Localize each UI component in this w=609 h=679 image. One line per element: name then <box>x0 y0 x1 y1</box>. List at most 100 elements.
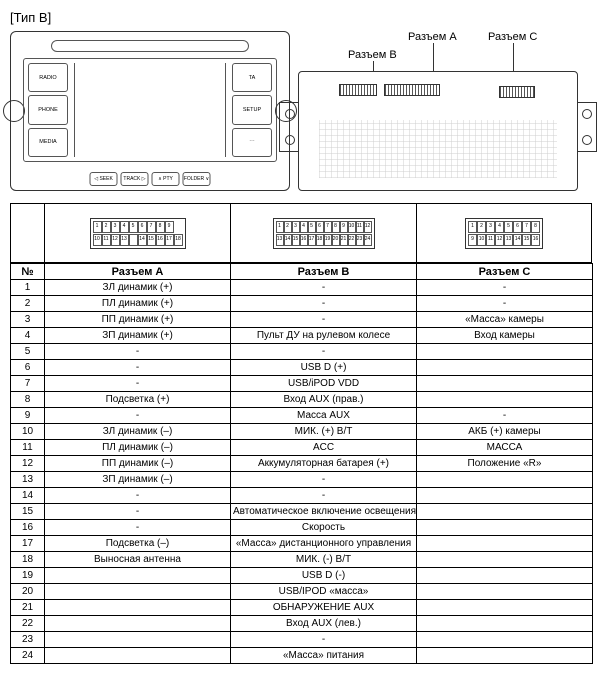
pin: 1 <box>468 221 477 233</box>
pin-signal <box>417 600 593 616</box>
table-row: 22Вход AUX (лев.) <box>11 616 593 632</box>
pin-signal <box>417 568 593 584</box>
pin: 9 <box>340 221 348 233</box>
pin-number: 12 <box>11 456 45 472</box>
pin: 18 <box>316 234 324 246</box>
pin: 24 <box>364 234 372 246</box>
pin: 22 <box>348 234 356 246</box>
pin-signal: ЗЛ динамик (+) <box>45 280 231 296</box>
pin-number: 11 <box>11 440 45 456</box>
pin-number: 2 <box>11 296 45 312</box>
type-label: [Тип B] <box>10 10 599 25</box>
pin-signal: МИК. (-) В/Т <box>231 552 417 568</box>
pin-signal <box>417 520 593 536</box>
pin: 6 <box>316 221 324 233</box>
table-row: 18Выносная антеннаМИК. (-) В/Т <box>11 552 593 568</box>
pin-signal: USB D (+) <box>231 360 417 376</box>
pin-signal: ЗП динамик (–) <box>45 472 231 488</box>
table-row: 3ПП динамик (+)-«Масса» камеры <box>11 312 593 328</box>
pin: 1 <box>93 221 102 233</box>
pin: 20 <box>332 234 340 246</box>
back-connector-c <box>499 86 535 98</box>
pin-signal <box>417 536 593 552</box>
pin-signal: МИК. (+) В/Т <box>231 424 417 440</box>
connector-callouts: Разъем А Разъем В Разъем С <box>298 31 599 71</box>
pin-signal: Масса AUX <box>231 408 417 424</box>
pin: 18 <box>174 234 183 246</box>
pin: 12 <box>364 221 372 233</box>
pin: 12 <box>495 234 504 246</box>
pin: 13 <box>504 234 513 246</box>
pin-number: 15 <box>11 504 45 520</box>
table-row: 15-Автоматическое включение освещения <box>11 504 593 520</box>
pin: 11 <box>102 234 111 246</box>
pin-signal <box>45 600 231 616</box>
pin-signal: - <box>231 280 417 296</box>
pin-signal: Вход камеры <box>417 328 593 344</box>
pin-number: 13 <box>11 472 45 488</box>
pin: 5 <box>504 221 513 233</box>
pin: 23 <box>356 234 364 246</box>
pin: 10 <box>93 234 102 246</box>
pin: 6 <box>138 221 147 233</box>
pin: 8 <box>332 221 340 233</box>
pin-signal <box>45 632 231 648</box>
header-c: Разъем С <box>417 264 593 280</box>
pin-signal <box>45 616 231 632</box>
pin: 3 <box>111 221 120 233</box>
back-connector-a <box>384 84 440 96</box>
seek-next-btn: TRACK ▷ <box>121 172 149 186</box>
table-row: 16-Скорость <box>11 520 593 536</box>
pin-signal <box>417 616 593 632</box>
pin: 4 <box>300 221 308 233</box>
pin-number: 7 <box>11 376 45 392</box>
pin-signal: - <box>417 296 593 312</box>
pin-number: 1 <box>11 280 45 296</box>
pin-number: 9 <box>11 408 45 424</box>
pin-signal: МАССА <box>417 440 593 456</box>
pin-number: 10 <box>11 424 45 440</box>
vent-pattern <box>319 120 557 178</box>
pin-signal: - <box>45 488 231 504</box>
pin-signal: - <box>45 504 231 520</box>
pin-signal: USB D (-) <box>231 568 417 584</box>
pin: 7 <box>324 221 332 233</box>
pin: 8 <box>156 221 165 233</box>
pin-signal: USB/iPOD VDD <box>231 376 417 392</box>
pin-signal: ПЛ динамик (–) <box>45 440 231 456</box>
pin-signal: «Масса» питания <box>231 648 417 664</box>
table-row: 9-Масса AUX- <box>11 408 593 424</box>
pin-signal: ОБНАРУЖЕНИЕ AUX <box>231 600 417 616</box>
pin: 13 <box>120 234 129 246</box>
pin-number: 20 <box>11 584 45 600</box>
pin: 1 <box>276 221 284 233</box>
pin: 19 <box>324 234 332 246</box>
pin-signal: - <box>231 312 417 328</box>
pin-signal: Скорость <box>231 520 417 536</box>
ta-btn: TA <box>232 63 272 92</box>
pin-signal: USB/IPOD «масса» <box>231 584 417 600</box>
pin: 15 <box>522 234 531 246</box>
bottom-buttons: ◁ SEEK TRACK ▷ ∧ PTY FOLDER ∨ <box>90 172 211 186</box>
pin: 7 <box>522 221 531 233</box>
pin: 14 <box>138 234 147 246</box>
pin-number: 6 <box>11 360 45 376</box>
callout-c: Разъем С <box>488 31 537 43</box>
pin-signal: - <box>231 296 417 312</box>
pin-signal: «Масса» дистанционного управления <box>231 536 417 552</box>
pin: 16 <box>531 234 540 246</box>
spacer-cell <box>10 203 44 263</box>
pin-number: 14 <box>11 488 45 504</box>
table-header-row: № Разъем А Разъем В Разъем С <box>11 264 593 280</box>
left-knob <box>3 100 25 122</box>
pin: 4 <box>120 221 129 233</box>
table-row: 11ПЛ динамик (–)ACCМАССА <box>11 440 593 456</box>
pin: 11 <box>486 234 495 246</box>
pin: 12 <box>111 234 120 246</box>
pin: 17 <box>308 234 316 246</box>
pin-signal: ПП динамик (+) <box>45 312 231 328</box>
pin-signal <box>417 488 593 504</box>
pin-number: 18 <box>11 552 45 568</box>
connector-b-pinout: 123456789101112131415161718192021222324 <box>273 218 375 249</box>
pin-signal: - <box>45 360 231 376</box>
